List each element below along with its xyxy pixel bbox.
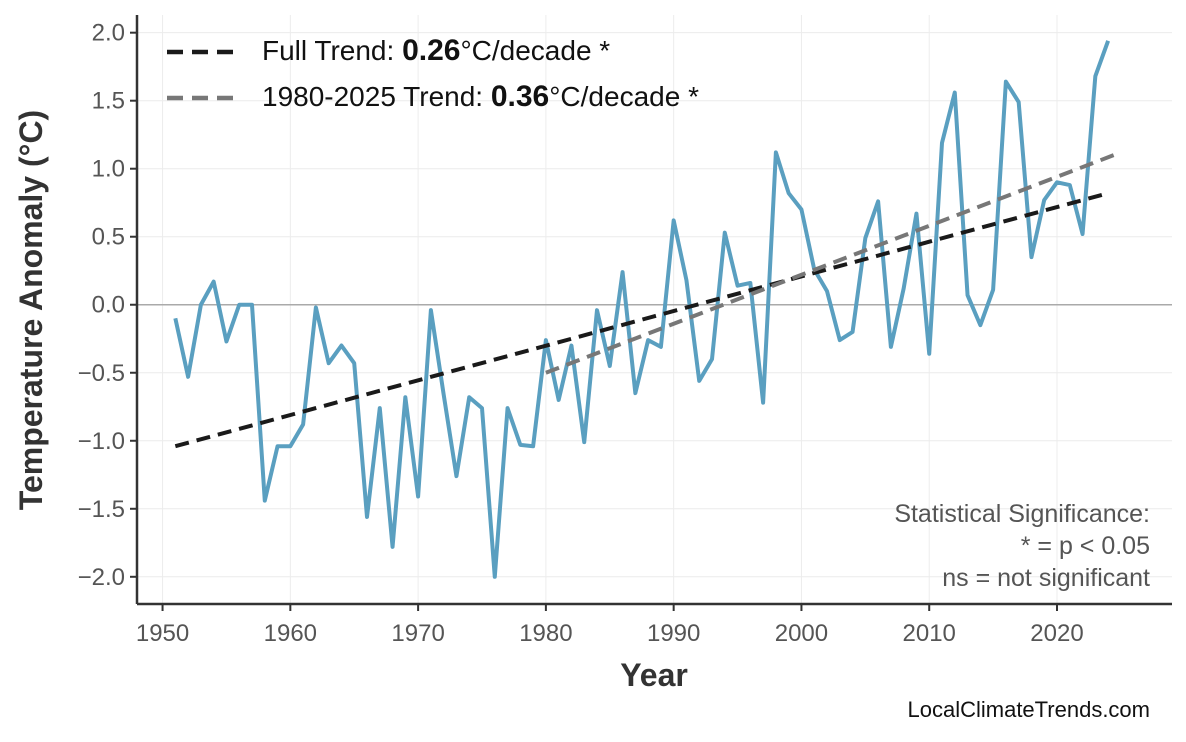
legend-label: 1980-2025 Trend: 0.36°C/decade * (262, 80, 699, 113)
x-axis-title: Year (620, 657, 688, 693)
y-tick-label: −1.0 (78, 428, 125, 455)
y-tick-label: −1.5 (78, 496, 125, 523)
x-tick-label: 1970 (391, 620, 444, 647)
trend-line (546, 152, 1121, 372)
anomaly-line (175, 41, 1108, 577)
x-tick-label: 2010 (903, 620, 956, 647)
legend-label: Full Trend: 0.26°C/decade * (262, 34, 610, 67)
y-tick-label: −2.0 (78, 564, 125, 591)
x-tick-label: 1980 (519, 620, 572, 647)
y-tick-label: 1.0 (92, 156, 125, 183)
y-tick-label: 0.5 (92, 224, 125, 251)
annotation-line: * = p < 0.05 (1021, 532, 1150, 560)
trend-layer (175, 152, 1121, 446)
x-tick-label: 2020 (1030, 620, 1083, 647)
annotation-line: Statistical Significance: (894, 500, 1150, 528)
y-tick-label: 0.0 (92, 292, 125, 319)
y-tick-label: 2.0 (92, 20, 125, 47)
x-tick-label: 2000 (775, 620, 828, 647)
x-tick-label: 1960 (264, 620, 317, 647)
series-layer (175, 41, 1108, 577)
y-tick-label: −0.5 (78, 360, 125, 387)
credit-text: LocalClimateTrends.com (908, 697, 1151, 722)
annotation-line: ns = not significant (942, 564, 1150, 592)
x-tick-label: 1950 (136, 620, 189, 647)
y-ticks: 2.0 1.5 1.0 0.5 0.0 −0.5 −1.0 −1.5 −2.0 (78, 20, 137, 591)
significance-annotation: Statistical Significance: * = p < 0.05 n… (894, 500, 1150, 592)
x-ticks: 1950 1960 1970 1980 1990 2000 2010 2020 (136, 604, 1084, 647)
y-tick-label: 1.5 (92, 88, 125, 115)
x-tick-label: 1990 (647, 620, 700, 647)
y-axis-title: Temperature Anomaly (°C) (13, 110, 49, 510)
